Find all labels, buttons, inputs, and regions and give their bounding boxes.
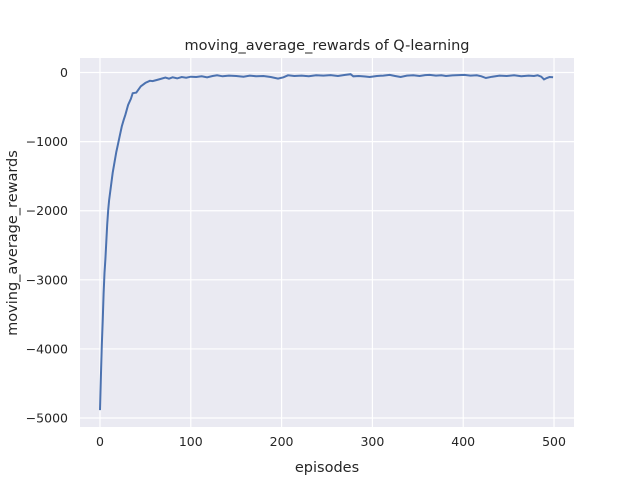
series-line — [99, 73, 554, 411]
grid — [80, 58, 574, 427]
y-tick-label: −1000 — [26, 134, 68, 149]
plot-area — [80, 58, 574, 427]
x-axis-label: episodes — [295, 460, 359, 476]
chart-title: moving_average_rewards of Q-learning — [184, 38, 469, 54]
tick-labels: 0 100 200 300 400 500 0 −1000 −2000 −3000 −4000 −50… — [26, 65, 566, 449]
y-tick-label: −5000 — [26, 411, 68, 426]
y-axis-label: moving_average_rewards — [5, 150, 21, 336]
y-tick-label: −4000 — [26, 341, 68, 356]
x-tick-label: 100 — [179, 434, 203, 449]
y-tick-label: −3000 — [26, 272, 68, 287]
x-tick-label: 0 — [96, 434, 104, 449]
x-tick-label: 500 — [542, 434, 566, 449]
y-tick-label: 0 — [60, 65, 68, 80]
x-tick-label: 400 — [451, 434, 475, 449]
x-tick-label: 300 — [360, 434, 384, 449]
y-tick-label: −2000 — [26, 203, 68, 218]
x-tick-label: 200 — [270, 434, 294, 449]
